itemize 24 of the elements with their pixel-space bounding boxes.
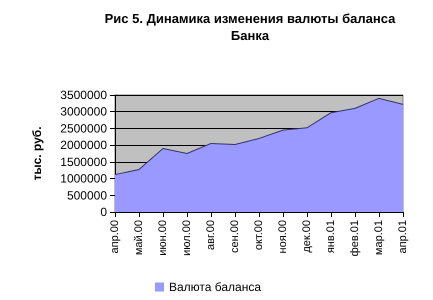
x-tick-label: фев.01 [349, 220, 361, 256]
y-tick-label: 2500000 [60, 121, 108, 136]
y-tick-label: 0 [100, 205, 108, 219]
x-tick-label: дек.00 [301, 220, 313, 253]
x-tick-label: мар.01 [373, 220, 385, 256]
legend-label: Валюта баланса [169, 280, 262, 294]
y-tick-label: 3000000 [60, 104, 108, 119]
y-tick-label: 1500000 [60, 154, 108, 169]
x-tick-label: сен.00 [229, 220, 241, 253]
x-tick-label: ноя.00 [277, 220, 289, 254]
x-tick-label: апр.00 [109, 220, 121, 254]
y-axis-title: тыс. руб. [30, 126, 44, 181]
x-tick-label: июл.00 [181, 220, 193, 256]
x-tick-label: апр.01 [397, 220, 409, 254]
x-tick-label: июн.00 [157, 220, 169, 256]
x-tick-label: янв.01 [325, 220, 337, 254]
x-tick-label: авг.00 [205, 220, 217, 250]
y-tick-label: 1000000 [60, 172, 108, 186]
x-tick-label: май.00 [133, 220, 145, 256]
x-tick-label: окт.00 [253, 220, 265, 250]
chart-title: Рис 5. Динамика изменения валюты баланса Банка [104, 11, 396, 43]
y-tick-label: 500000 [66, 188, 108, 202]
y-tick-label: 3500000 [60, 88, 108, 102]
y-tick-label: 2000000 [60, 138, 108, 152]
